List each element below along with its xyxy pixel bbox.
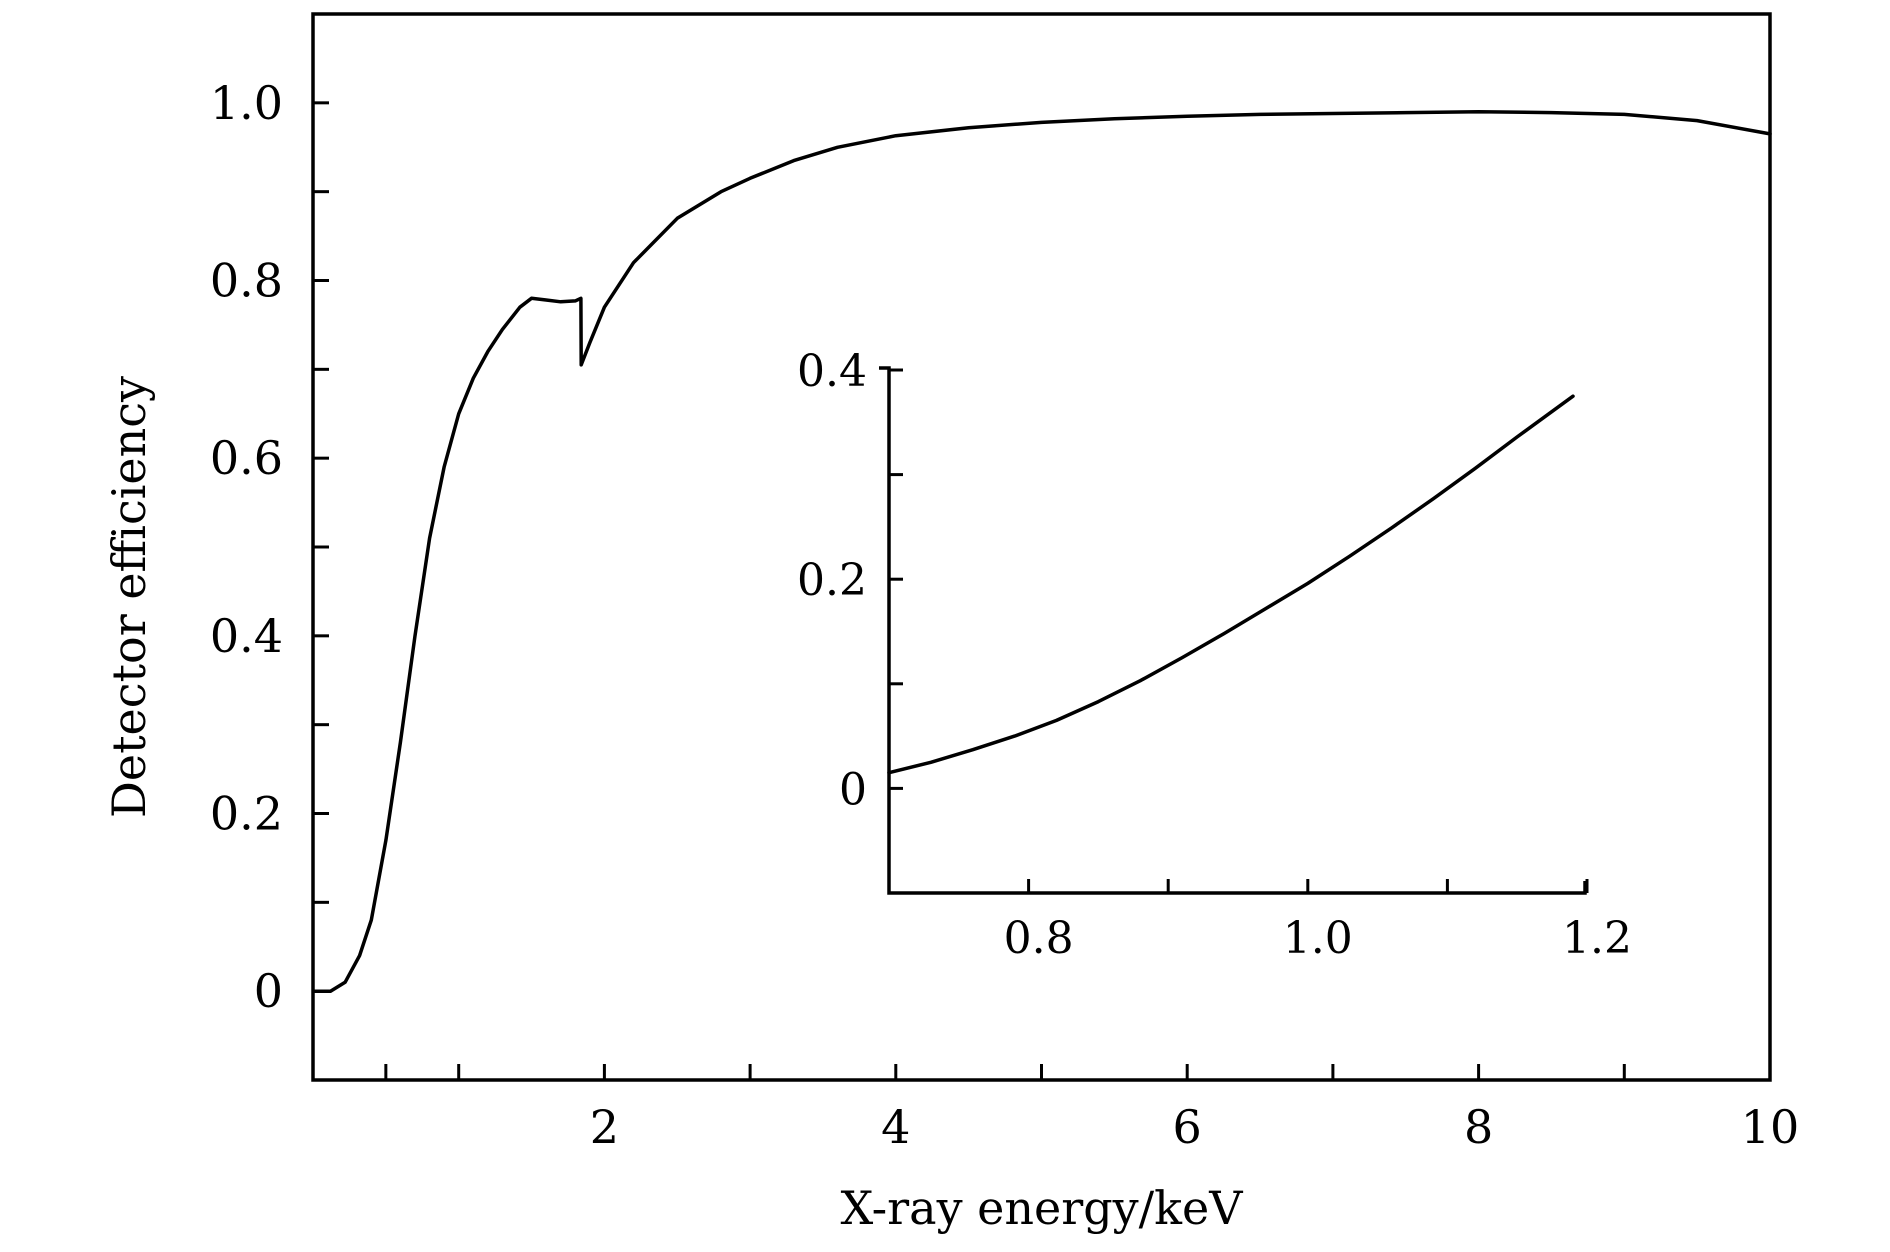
y-tick-label: 0.4 (210, 609, 283, 663)
inset-axes (879, 366, 1587, 895)
x-tick-label: 6 (1173, 1100, 1202, 1154)
inset-y-tick-label: 0 (839, 764, 867, 815)
main-axis-ticks: 2 4 6 8 10 0 0.2 0.4 0.6 0.8 1.0 (210, 76, 1799, 1154)
x-axis-label: X-ray energy/keV (841, 1181, 1244, 1235)
y-tick-label: 0.6 (210, 431, 283, 485)
inset-y-tick-label: 0.2 (797, 555, 867, 606)
x-tick-label: 4 (881, 1100, 910, 1154)
inset-efficiency-curve (887, 394, 1575, 775)
inset-y-tick-label: 0.4 (797, 346, 867, 397)
x-tick-label: 2 (590, 1100, 619, 1154)
inset-x-tick-label: 1.0 (1283, 913, 1353, 964)
inset-plot: 0.8 1.0 1.2 0 0.2 0.4 (797, 346, 1632, 964)
y-axis-label: Detector efficiency (102, 376, 156, 818)
y-tick-label: 1.0 (210, 76, 283, 130)
x-tick-label: 8 (1464, 1100, 1493, 1154)
inset-x-tick-label: 0.8 (1004, 913, 1074, 964)
y-tick-label: 0 (254, 964, 283, 1018)
inset-x-tick-label: 1.2 (1562, 913, 1632, 964)
inset-axis-ticks: 0.8 1.0 1.2 0 0.2 0.4 (797, 346, 1632, 964)
main-efficiency-curve (312, 109, 1772, 993)
y-tick-label: 0.8 (210, 254, 283, 308)
y-tick-label: 0.2 (210, 787, 283, 841)
x-tick-label: 10 (1741, 1100, 1800, 1154)
